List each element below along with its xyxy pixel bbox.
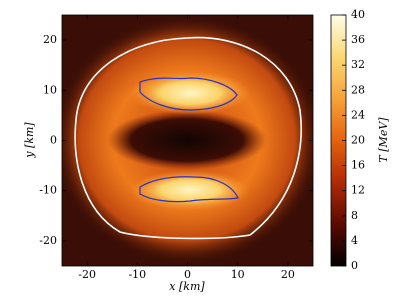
x-tick-label: 20 <box>281 268 295 281</box>
x-tick-label: 10 <box>231 268 245 281</box>
colorbar-tick-label: 24 <box>351 108 365 121</box>
x-axis-label: x [km] <box>169 280 205 293</box>
colorbar-tick-label: 20 <box>351 134 365 147</box>
temperature-field <box>62 15 313 266</box>
colorbar-tick-label: 4 <box>351 234 358 247</box>
y-tick-label: -20 <box>39 234 57 247</box>
colorbar-tick-label: 40 <box>351 8 365 21</box>
colorbar-tick-label: 0 <box>351 259 358 272</box>
x-tick-label: -10 <box>128 268 146 281</box>
x-tick-label: -20 <box>78 268 96 281</box>
y-tick-label: 20 <box>43 33 57 46</box>
x-tick-label: 0 <box>184 268 191 281</box>
colorbar-tick-label: 32 <box>351 58 365 71</box>
colorbar-tick-label: 28 <box>351 83 365 96</box>
colorbar-label: T [MeV] <box>377 117 390 163</box>
y-axis-label: y [km] <box>23 122 36 159</box>
colorbar-tick-label: 36 <box>351 33 365 46</box>
y-tick-label: 0 <box>50 134 57 147</box>
y-tick-label: 10 <box>43 83 57 96</box>
colorbar-tick-label: 8 <box>351 209 358 222</box>
y-tick-label: -10 <box>39 184 57 197</box>
colorbar-tick-label: 16 <box>351 159 365 172</box>
colorbar-tick-label: 12 <box>351 184 365 197</box>
